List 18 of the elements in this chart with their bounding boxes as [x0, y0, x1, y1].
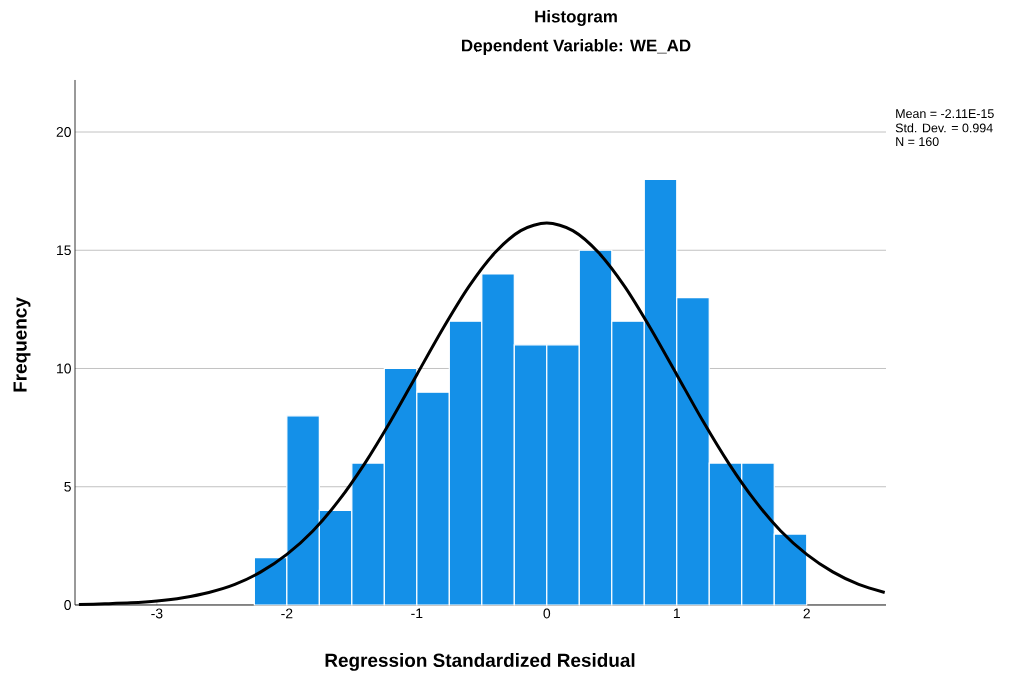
- text: Std. Dev. = 0.994: [895, 123, 993, 133]
- chart-title: Histogram: [535, 10, 617, 26]
- x-tick-label: -1: [411, 608, 423, 619]
- x-tick-label: -2: [281, 608, 293, 619]
- x-tick-label: -3: [151, 608, 163, 619]
- x-tick-label: 1: [673, 608, 680, 619]
- x-tick-label: 2: [803, 608, 810, 619]
- text: Mean = -2.11E-15: [896, 109, 994, 119]
- y-axis-title: Frequency: [13, 297, 31, 392]
- y-tick-label: 5: [64, 481, 71, 492]
- y-tick-label: 10: [57, 363, 71, 374]
- y-tick-label: 0: [64, 600, 71, 610]
- x-axis-title: Regression Standardized Residual: [325, 653, 635, 671]
- x-tick-label: 0: [543, 608, 551, 619]
- text: N = 160: [896, 137, 939, 147]
- y-tick-label: 20: [56, 127, 71, 137]
- chart-subtitle: Dependent Variable: WE_AD: [462, 39, 691, 55]
- y-tick-label: 15: [57, 245, 71, 256]
